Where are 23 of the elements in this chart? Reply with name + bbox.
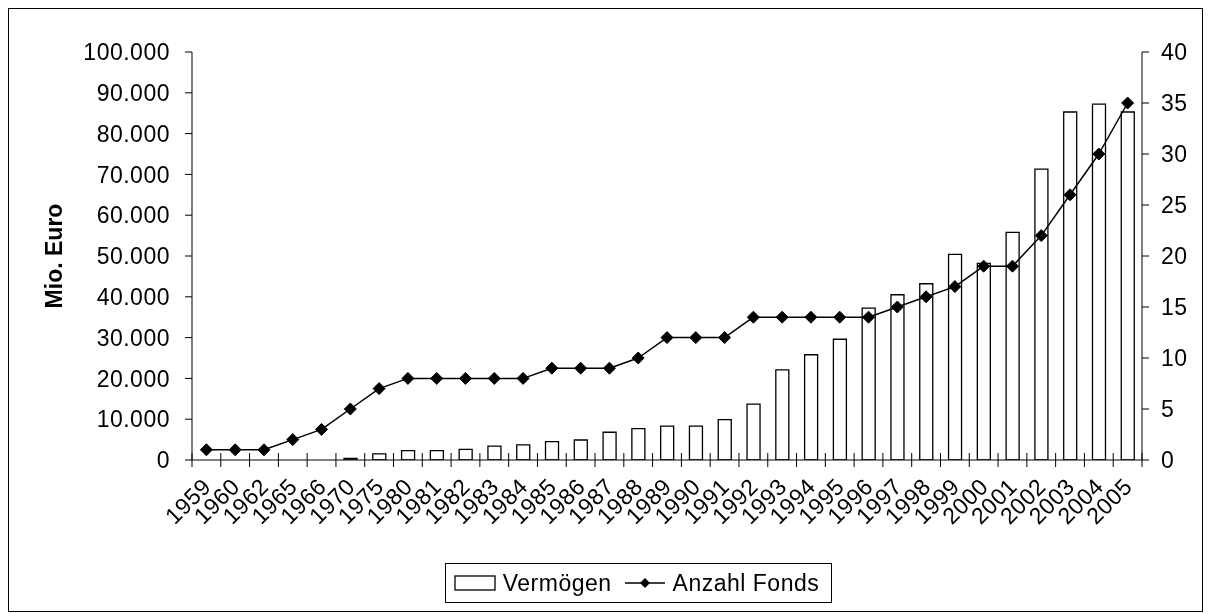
y2-tick-label: 40 <box>1161 39 1188 66</box>
y2-tick-label: 35 <box>1161 90 1188 117</box>
y-tick-label: 50.000 <box>96 243 170 270</box>
y-tick-label: 70.000 <box>96 161 170 188</box>
y-tick-label: 90.000 <box>96 79 170 106</box>
y2-tick-label: 0 <box>1161 447 1175 474</box>
y2-tick-label: 5 <box>1161 396 1175 423</box>
y-tick-label: 0 <box>156 447 170 474</box>
legend-label: Anzahl Fonds <box>672 569 820 597</box>
y-tick-label: 100.000 <box>83 39 170 66</box>
y-tick-label: 20.000 <box>96 365 170 392</box>
y-tick-label: 40.000 <box>96 283 170 310</box>
y2-tick-label: 20 <box>1161 243 1188 270</box>
y2-tick-label: 30 <box>1161 141 1188 168</box>
legend-label: Vermögen <box>502 569 612 597</box>
y-tick-label: 30.000 <box>96 324 170 351</box>
y2-tick-label: 25 <box>1161 192 1188 219</box>
y2-tick-label: 10 <box>1161 345 1188 372</box>
y-tick-label: 80.000 <box>96 120 170 147</box>
y2-tick-label: 15 <box>1161 294 1188 321</box>
y-tick-label: 60.000 <box>96 202 170 229</box>
y-tick-label: 10.000 <box>96 406 170 433</box>
y-axis-title: Mio. Euro <box>41 203 67 309</box>
